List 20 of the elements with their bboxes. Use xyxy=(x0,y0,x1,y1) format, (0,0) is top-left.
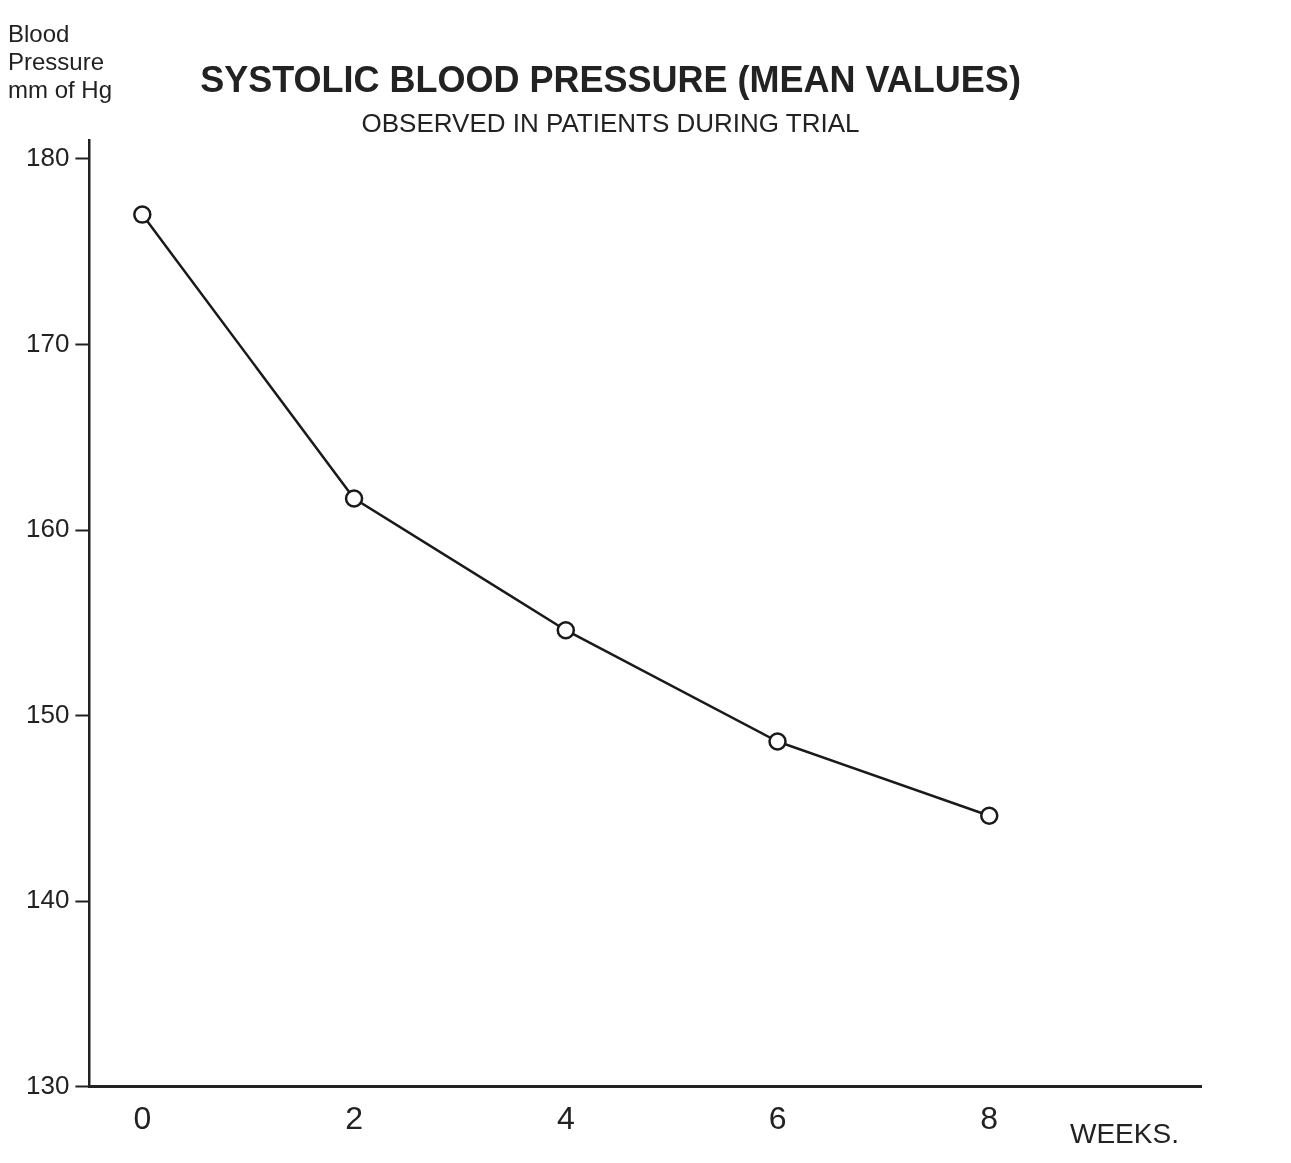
point xyxy=(768,732,787,751)
y-tick-label: 150 xyxy=(25,698,70,729)
point xyxy=(344,489,364,508)
x-tick-label: 0 xyxy=(133,1099,152,1136)
point xyxy=(980,806,999,825)
y-axis-title: Blood Pressure mm of Hg xyxy=(8,20,113,104)
y-tick-label: 160 xyxy=(25,513,70,544)
y-tick-label: 140 xyxy=(25,884,70,915)
x-tick-label: 6 xyxy=(768,1099,787,1136)
x-tick-label: 8 xyxy=(980,1099,999,1136)
x-axis-title: WEEKS. xyxy=(1070,1118,1179,1150)
chart-subtitle: OBSERVED IN PATIENTS DURING TRIAL xyxy=(361,107,860,138)
point xyxy=(133,205,152,224)
chart-title: SYSTOLIC BLOOD PRESSURE (MEAN VALUES) xyxy=(200,58,1021,100)
x-tick-label: 4 xyxy=(556,1099,575,1136)
point xyxy=(556,620,576,640)
y-tick-label: 180 xyxy=(25,142,70,173)
y-tick-label: 130 xyxy=(25,1069,70,1100)
x-tick-label: 2 xyxy=(345,1099,363,1136)
y-tick-label: 170 xyxy=(25,327,70,358)
